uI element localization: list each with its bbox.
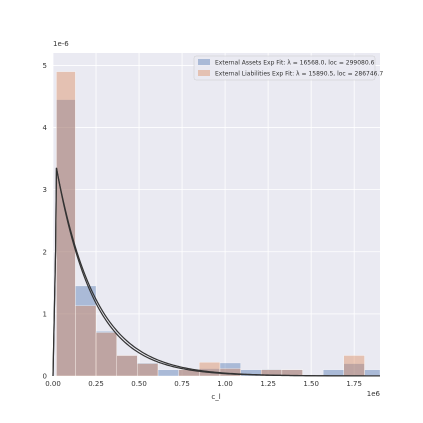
liabilities-bar — [343, 355, 365, 377]
x-tick-label: 1.00 — [217, 380, 233, 388]
assets-bar — [364, 369, 381, 377]
legend: External Assets Exp Fit: λ = 16568.0, lo… — [193, 55, 383, 81]
x-tick-label: 1.50 — [303, 380, 319, 388]
liabilities-bar — [116, 355, 138, 377]
legend-box — [193, 55, 376, 81]
y-tick-label: 5 — [43, 62, 47, 70]
liabilities-bar — [95, 332, 117, 377]
y-tick-label: 2 — [43, 248, 47, 256]
x-tick-label: 0.25 — [88, 380, 104, 388]
y-tick-label: 4 — [43, 124, 48, 132]
liabilities-fit-curve — [52, 167, 380, 377]
x-axis-offset-label: 1e6 — [367, 390, 381, 398]
histogram-bars — [56, 71, 381, 377]
liabilities-bar — [56, 71, 76, 377]
x-tick-label: 0.75 — [174, 380, 190, 388]
legend-swatch-liabilities — [198, 70, 210, 76]
y-axis-ticks: 0 1 2 3 4 5 — [43, 62, 48, 381]
x-tick-label: 1.75 — [346, 380, 362, 388]
y-tick-label: 3 — [43, 186, 47, 194]
x-tick-label: 1.25 — [260, 380, 276, 388]
liabilities-bar — [75, 305, 97, 377]
assets-bar — [157, 369, 179, 377]
plot-area — [53, 53, 380, 376]
y-tick-label: 1 — [43, 310, 47, 318]
liabilities-bar — [137, 363, 159, 377]
x-tick-label: 0.50 — [131, 380, 147, 388]
liabilities-bar — [199, 362, 221, 377]
assets-bar — [323, 369, 345, 377]
legend-swatch-assets — [198, 59, 210, 65]
y-tick-label: 0 — [43, 373, 47, 381]
y-axis-offset-label: 1e-6 — [53, 40, 69, 48]
x-tick-label: 0.00 — [45, 380, 61, 388]
legend-label-assets: External Assets Exp Fit: λ = 16568.0, lo… — [215, 60, 375, 67]
fit-curves — [52, 167, 380, 377]
legend-label-liabilities: External Liabilities Exp Fit: λ = 15890.… — [215, 71, 383, 78]
x-axis-ticks: 0.00 0.25 0.50 0.75 1.00 1.25 1.50 1.75 — [45, 380, 362, 388]
x-axis-label: c_l — [211, 393, 220, 401]
